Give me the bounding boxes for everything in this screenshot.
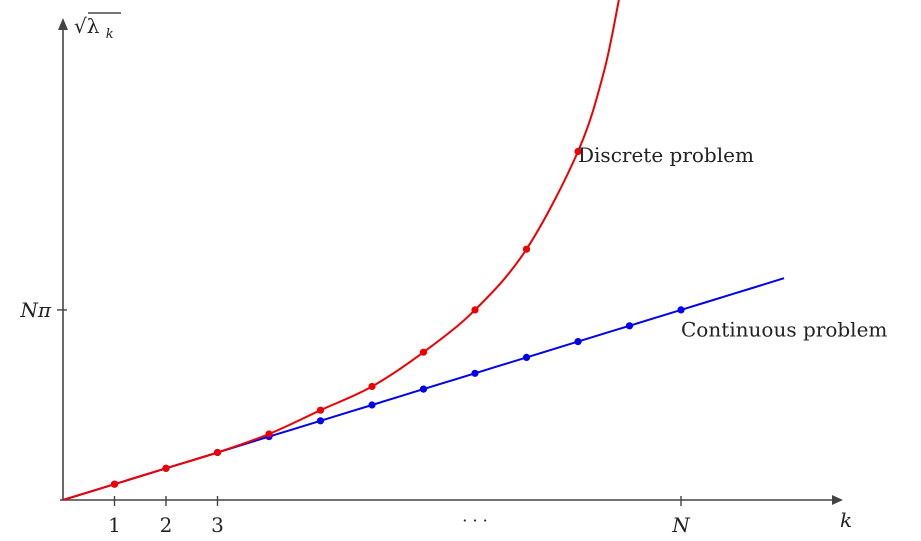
discrete-problem-label: Discrete problem xyxy=(578,143,754,167)
discrete-problem-point xyxy=(368,382,376,391)
continuous-problem-point xyxy=(368,401,376,409)
continuous-problem-label: Continuous problem xyxy=(681,317,887,341)
y-tick-label: Nπ xyxy=(19,298,52,322)
discrete-problem-point xyxy=(419,348,428,356)
discrete-problem-point xyxy=(471,306,479,314)
y-axis-label-main: √λ xyxy=(74,14,100,38)
discrete-problem-point xyxy=(265,430,273,438)
discrete-problem-point xyxy=(316,406,325,414)
discrete-problem-line xyxy=(62,0,620,500)
continuous-problem-point xyxy=(625,322,634,330)
x-axis-arrow xyxy=(832,495,843,505)
y-axis-label-subscript: k xyxy=(106,27,114,42)
x-tick-label: 1 xyxy=(108,513,121,537)
discrete-problem-point xyxy=(162,464,170,472)
discrete-problem-point xyxy=(213,448,222,457)
continuous-problem-point xyxy=(471,369,479,377)
y-axis-arrow xyxy=(58,18,68,30)
continuous-problem-point xyxy=(677,306,685,314)
discrete-problem-point xyxy=(574,147,582,156)
axes xyxy=(58,18,843,505)
x-tick-label: 3 xyxy=(211,513,224,537)
x-ellipsis-label: · · · xyxy=(462,511,487,530)
continuous-problem-point xyxy=(419,385,428,393)
continuous-problem-point xyxy=(574,338,582,346)
x-tick-label: N xyxy=(671,513,691,537)
continuous-problem-point xyxy=(316,417,325,425)
discrete-problem-point xyxy=(522,245,531,253)
y-axis-label: √λ k xyxy=(74,14,114,42)
x-axis-label: k xyxy=(840,508,852,532)
continuous-problem-point xyxy=(522,353,531,361)
x-tick-label: 2 xyxy=(160,513,173,537)
discrete-problem-point xyxy=(110,480,119,488)
